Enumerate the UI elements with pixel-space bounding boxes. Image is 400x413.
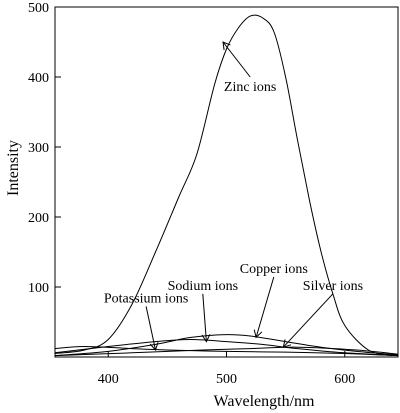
y-tick-label: 300 <box>28 141 49 156</box>
series-line-zinc-ions <box>54 14 393 357</box>
annotation-label: Sodium ions <box>168 279 238 294</box>
x-tick-label: 500 <box>216 372 237 387</box>
y-axis-title: Intensity <box>5 140 22 196</box>
annotation-arrowhead <box>201 334 211 343</box>
annotation-label: Silver ions <box>303 279 363 294</box>
series-layer <box>54 14 399 357</box>
annotation-label: Potassium ions <box>104 291 188 306</box>
y-tick-label: 100 <box>28 281 49 296</box>
series-line-silver-ions <box>54 346 399 357</box>
annotation-arrowhead <box>282 339 292 348</box>
annotation-arrow <box>282 293 334 348</box>
annotation-arrow <box>222 41 251 78</box>
series-line-copper-ions <box>54 334 399 357</box>
x-tick-label: 400 <box>98 372 119 387</box>
annotation-arrowhead <box>222 41 231 51</box>
axes: 100 200 300 400 500 400 500 600 <box>28 1 399 387</box>
annotation-arrow <box>202 293 207 342</box>
annotation-label: Copper ions <box>240 262 308 277</box>
y-tick-label: 500 <box>28 1 49 16</box>
y-tick-label: 200 <box>28 211 49 226</box>
x-tick-label: 600 <box>334 372 355 387</box>
series-line-sodium-ions <box>54 338 399 357</box>
annotation-arrowhead <box>149 342 159 351</box>
annotation-arrowhead <box>253 329 263 339</box>
annotation-arrow <box>145 306 156 351</box>
annotation-arrow <box>255 276 275 338</box>
x-axis-title: Wavelength/nm <box>214 393 315 410</box>
y-tick-label: 400 <box>28 71 49 86</box>
annotation-label: Zinc ions <box>224 80 277 95</box>
